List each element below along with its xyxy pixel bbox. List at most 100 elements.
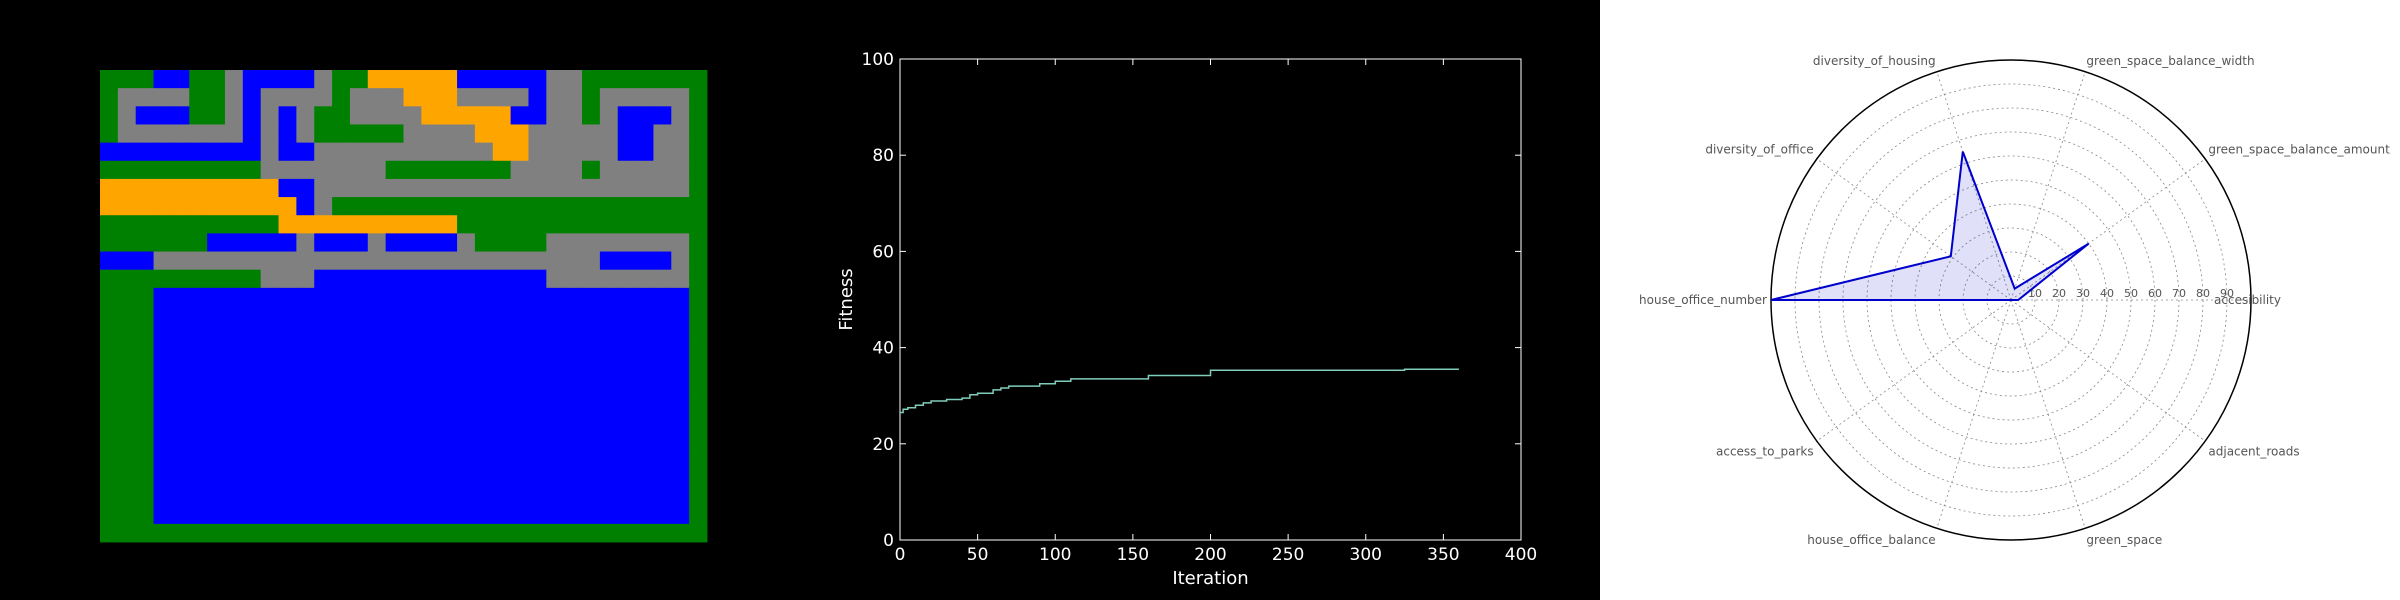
radial-tick-label: 60 [2148, 287, 2162, 300]
grid-cell-housing [528, 469, 547, 488]
grid-cell-housing [421, 306, 440, 325]
grid-cell-housing [207, 487, 226, 507]
grid-cell-road [421, 142, 440, 162]
grid-cell-housing [224, 342, 244, 361]
grid-cell-housing [278, 433, 297, 452]
grid-cell-office [439, 70, 458, 89]
grid-cell-road [171, 251, 190, 271]
grid-cell-housing [492, 269, 512, 289]
grid-cell-green [100, 70, 119, 89]
grid-cell-road [332, 178, 351, 198]
grid-cell-road [582, 124, 601, 144]
grid-cell-housing [653, 360, 672, 380]
grid-cell-housing [510, 269, 529, 289]
grid-cell-housing [153, 451, 172, 470]
grid-cell-housing [171, 306, 190, 325]
grid-cell-green [296, 523, 315, 543]
grid-cell-green [242, 269, 262, 289]
grid-cell-housing [224, 360, 244, 380]
grid-cell-housing [510, 306, 529, 325]
grid-cell-housing [189, 433, 208, 452]
grid-cell-green [689, 487, 708, 507]
grid-cell-housing [171, 324, 190, 343]
grid-cell-housing [385, 324, 404, 343]
grid-cell-road [635, 269, 654, 289]
grid-cell-road [671, 251, 690, 271]
grid-cell-green [510, 197, 529, 216]
grid-cell-housing [367, 360, 387, 380]
grid-cell-housing [349, 487, 369, 507]
grid-cell-housing [671, 396, 690, 416]
grid-cell-road [599, 124, 619, 144]
grid-cell-office [403, 70, 422, 89]
grid-cell-green [385, 197, 404, 216]
grid-cell-housing [367, 269, 387, 289]
grid-cell-green [117, 433, 137, 452]
grid-cell-housing [457, 469, 476, 488]
grid-cell-housing [224, 414, 244, 434]
grid-cell-housing [260, 70, 279, 89]
grid-cell-office [242, 178, 262, 198]
grid-cell-green [349, 197, 369, 216]
grid-cell-office [100, 197, 119, 216]
grid-cell-housing [582, 378, 601, 398]
grid-cell-road [474, 142, 494, 162]
grid-cell-housing [617, 414, 636, 434]
grid-cell-housing [546, 287, 565, 307]
grid-cell-green [653, 70, 672, 89]
grid-cell-housing [671, 414, 690, 434]
grid-cell-housing [189, 505, 208, 525]
plot-frame [899, 58, 1522, 541]
grid-cell-housing [403, 269, 422, 289]
grid-cell-green [385, 160, 404, 180]
grid-cell-green [117, 487, 137, 507]
grid-cell-housing [314, 306, 333, 325]
grid-cell-green [689, 324, 708, 343]
grid-cell-housing [510, 287, 529, 307]
grid-cell-housing [528, 106, 547, 125]
grid-cell-road [653, 88, 672, 107]
grid-cell-housing [242, 360, 262, 380]
grid-cell-green [117, 306, 137, 325]
grid-cell-housing [314, 360, 333, 380]
grid-cell-housing [635, 469, 654, 488]
grid-cell-housing [528, 70, 547, 89]
grid-cell-housing [564, 469, 583, 488]
grid-cell-housing [171, 505, 190, 525]
grid-cell-housing [314, 324, 333, 343]
grid-cell-housing [153, 106, 172, 125]
grid-cell-housing [403, 306, 422, 325]
grid-cell-housing [278, 360, 297, 380]
grid-cell-housing [260, 360, 279, 380]
grid-cell-housing [296, 396, 315, 416]
grid-cell-housing [171, 287, 190, 307]
grid-cell-road [296, 88, 315, 107]
grid-cell-housing [635, 287, 654, 307]
grid-cell-housing [617, 487, 636, 507]
grid-cell-road [367, 88, 387, 107]
grid-cell-road [599, 269, 619, 289]
grid-cell-housing [528, 378, 547, 398]
grid-cell-road [564, 70, 583, 89]
grid-cell-housing [224, 487, 244, 507]
grid-cell-housing [332, 396, 351, 416]
grid-cell-green [135, 215, 154, 234]
grid-cell-green [189, 160, 208, 180]
x-tick-label: 250 [1272, 545, 1304, 565]
grid-cell-housing [653, 324, 672, 343]
grid-cell-green [421, 523, 440, 543]
grid-cell-green [332, 197, 351, 216]
grid-cell-green [100, 378, 119, 398]
grid-cell-housing [153, 70, 172, 89]
grid-cell-office [171, 178, 190, 198]
grid-cell-road [439, 251, 458, 271]
grid-cell-housing [564, 414, 583, 434]
grid-cell-road [457, 178, 476, 198]
grid-cell-housing [492, 487, 512, 507]
y-axis-label: Fitness [836, 268, 857, 330]
grid-cell-housing [367, 324, 387, 343]
grid-cell-housing [421, 378, 440, 398]
grid-cell-green [117, 287, 137, 307]
grid-cell-housing [671, 487, 690, 507]
grid-cell-housing [242, 124, 262, 144]
